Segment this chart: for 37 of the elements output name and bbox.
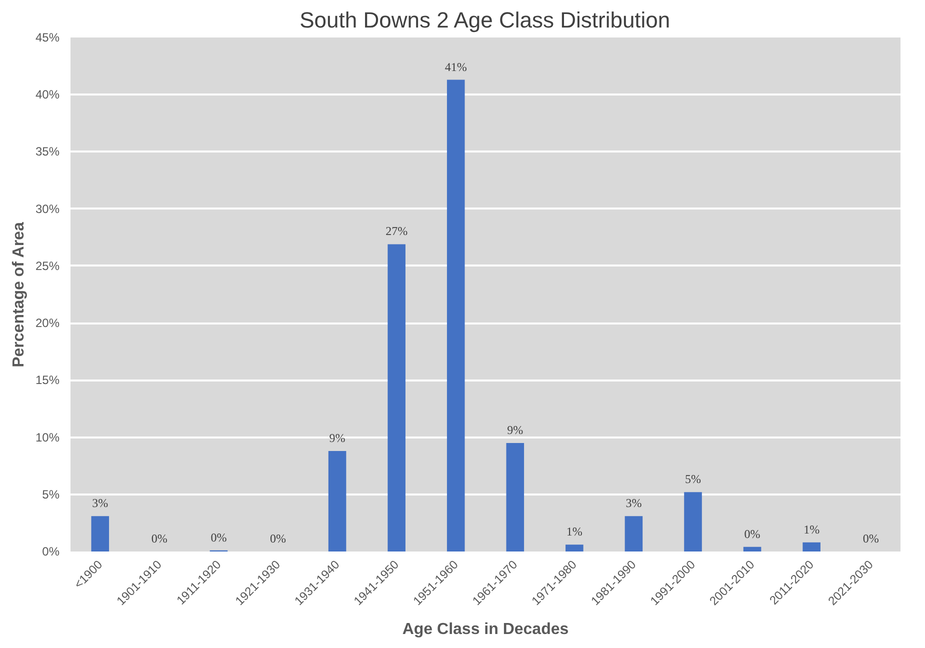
y-tick-label: 30% bbox=[35, 202, 60, 216]
data-label: 5% bbox=[685, 472, 701, 486]
data-label: 0% bbox=[210, 530, 227, 544]
data-label: 0% bbox=[270, 532, 286, 546]
bar bbox=[743, 546, 762, 552]
data-label: 3% bbox=[626, 496, 642, 510]
data-label: 27% bbox=[386, 224, 408, 238]
y-tick-label: 45% bbox=[35, 30, 60, 44]
bar bbox=[446, 80, 465, 552]
y-tick-label: 0% bbox=[42, 544, 60, 558]
data-label: 9% bbox=[507, 422, 524, 437]
x-axis-title: Age Class in Decades bbox=[402, 620, 569, 638]
bar bbox=[624, 516, 643, 552]
bar bbox=[91, 516, 110, 552]
data-label: 0% bbox=[862, 532, 879, 546]
data-label: 1% bbox=[804, 522, 820, 536]
y-tick-label: 25% bbox=[35, 258, 60, 273]
bar bbox=[388, 244, 406, 552]
chart-title: South Downs 2 Age Class Distribution bbox=[300, 8, 670, 32]
data-label: 1% bbox=[566, 524, 582, 539]
data-label: 0% bbox=[151, 532, 168, 546]
y-tick-label: 35% bbox=[35, 144, 60, 159]
data-label: 3% bbox=[92, 496, 108, 510]
y-tick-label: 15% bbox=[35, 373, 60, 388]
bar bbox=[802, 542, 820, 552]
y-tick-label: 5% bbox=[42, 487, 60, 502]
data-label: 41% bbox=[444, 60, 467, 74]
data-label: 9% bbox=[329, 430, 346, 445]
data-label: 0% bbox=[744, 526, 760, 541]
y-axis-title: Percentage of Area bbox=[10, 222, 28, 368]
bar bbox=[506, 442, 524, 552]
y-tick-label: 20% bbox=[35, 316, 60, 330]
bar bbox=[566, 544, 584, 552]
bar bbox=[328, 450, 346, 552]
y-tick-label: 40% bbox=[35, 88, 60, 102]
y-tick-label: 10% bbox=[35, 430, 60, 444]
bar bbox=[684, 492, 702, 552]
